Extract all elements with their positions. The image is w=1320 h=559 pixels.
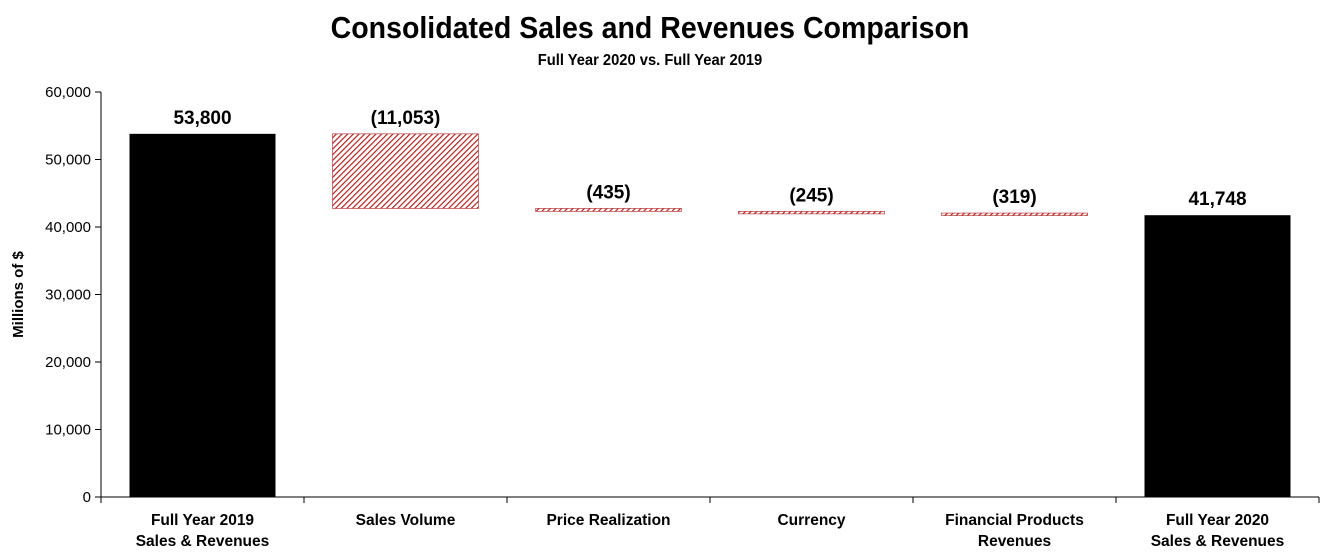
y-tick-label: 50,000 [45, 152, 91, 169]
y-axis-label: Millions of $ [10, 251, 27, 338]
bar-total [129, 133, 276, 497]
bar-delta [941, 212, 1088, 216]
bar-total [1144, 215, 1291, 498]
bar-delta [332, 133, 479, 209]
x-tick-label-line: Sales Volume [356, 512, 456, 529]
data-label: (245) [789, 185, 833, 206]
data-label: 53,800 [173, 108, 231, 129]
x-tick-label-line: Full Year 2020 [1166, 512, 1269, 529]
x-tick-label-line: Revenues [978, 533, 1051, 550]
x-tick-label: Currency [777, 512, 845, 529]
x-tick-label-line: Sales & Revenues [136, 533, 270, 550]
data-label: 41,748 [1188, 189, 1246, 210]
x-tick-label: Full Year 2019 Sales & Revenues [136, 512, 270, 550]
y-tick-label: 10,000 [45, 422, 91, 439]
data-label: (435) [586, 182, 630, 203]
chart-subtitle: Full Year 2020 vs. Full Year 2019 [537, 52, 763, 69]
bar-delta [535, 208, 682, 212]
x-tick-label: Financial Products Revenues [945, 512, 1084, 550]
x-tick-label-line: Currency [777, 512, 845, 529]
y-tick-label: 60,000 [45, 84, 91, 101]
x-tick-label: Sales Volume [356, 512, 456, 529]
x-tick-label-line: Sales & Revenues [1151, 533, 1285, 550]
x-tick-label: Price Realization [546, 512, 670, 529]
data-label: (319) [992, 187, 1036, 208]
y-tick-label: 20,000 [45, 354, 91, 371]
x-tick-label-line: Price Realization [546, 512, 670, 529]
data-label: (11,053) [371, 108, 441, 129]
x-tick-label-line: Financial Products [945, 512, 1084, 529]
chart-title: Consolidated Sales and Revenues Comparis… [330, 10, 970, 45]
x-tick-label: Full Year 2020 Sales & Revenues [1151, 512, 1285, 550]
x-tick-label-line: Full Year 2019 [151, 512, 254, 529]
y-tick-label: 40,000 [45, 219, 91, 236]
bar-delta [738, 211, 885, 215]
y-tick-label: 0 [83, 489, 91, 506]
y-tick-label: 30,000 [45, 287, 91, 304]
